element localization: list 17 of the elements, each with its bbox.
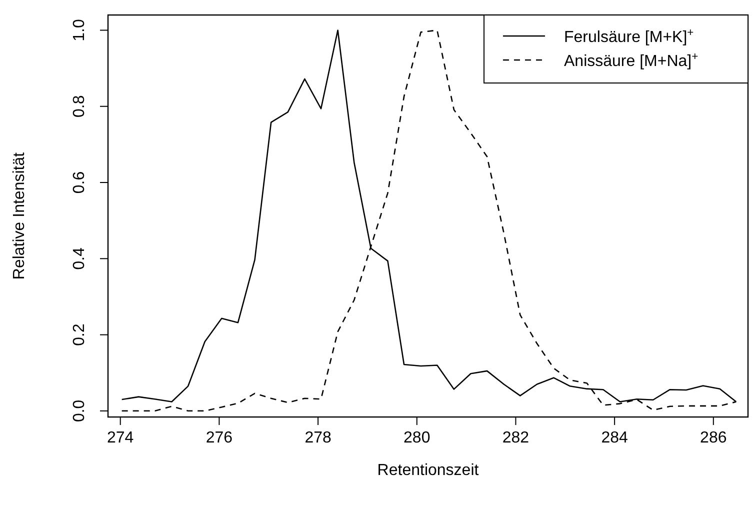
legend-label: Ferulsäure [M+K]$^{+}$ [564,27,694,46]
y-tick-label: 0.0 [71,400,88,422]
x-tick-label: 276 [206,429,233,446]
legend-label: Anissäure [M+Na]$^{+}$ [564,51,698,70]
x-tick-label: 282 [502,429,530,446]
y-tick-label: 0.6 [71,171,88,194]
x-tick-label: 280 [404,429,430,446]
y-tick-label: 1.0 [71,19,88,42]
y-tick-label: 0.2 [71,324,88,346]
x-axis-title: Retentionszeit [377,462,480,479]
y-axis-title: Relative Intensität [11,152,28,280]
y-tick-label: 0.8 [71,95,88,118]
x-tick-label: 284 [601,429,628,446]
y-tick-label: 0.4 [71,247,88,270]
x-tick-label: 274 [107,429,134,446]
x-tick-label: 286 [700,429,727,446]
x-tick-label: 278 [304,429,332,446]
